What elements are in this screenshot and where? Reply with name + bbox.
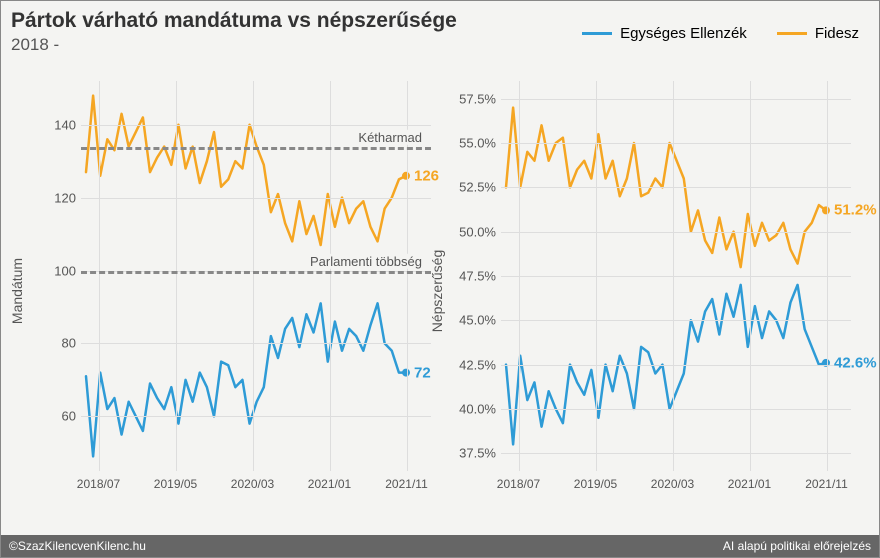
ytick-label: 140 xyxy=(54,117,76,132)
legend-label-ellenzek: Egységes Ellenzék xyxy=(620,25,747,42)
ytick-label: 52.5% xyxy=(459,180,496,195)
xtick-label: 2021/11 xyxy=(385,477,428,491)
legend: Egységes Ellenzék Fidesz xyxy=(582,25,859,42)
chart-body-left: 60801001201402018/072019/052020/032021/0… xyxy=(81,81,431,471)
grid-line-v xyxy=(99,81,100,471)
grid-line-h xyxy=(501,187,851,188)
grid-line-v xyxy=(673,81,674,471)
chart-container: Pártok várható mandátuma vs népszerűsége… xyxy=(0,0,880,558)
xtick-label: 2018/07 xyxy=(77,477,120,491)
grid-line-v xyxy=(519,81,520,471)
line-fidesz xyxy=(86,96,406,245)
legend-item-fidesz: Fidesz xyxy=(777,25,859,42)
reference-label: Kétharmad xyxy=(355,129,425,144)
grid-line-h xyxy=(81,198,431,199)
ellenzek-end-label: 72 xyxy=(414,364,431,381)
reference-line xyxy=(81,271,431,274)
grid-line-v xyxy=(827,81,828,471)
reference-label: Parlamenti többség xyxy=(307,253,425,268)
header: Pártok várható mandátuma vs népszerűsége… xyxy=(11,9,457,55)
ellenzek-end-label: 42.6% xyxy=(834,354,877,371)
panel-mandatum: Mandátum 60801001201402018/072019/052020… xyxy=(51,71,441,511)
footer-left: ©SzazKilencvenKilenc.hu xyxy=(9,539,146,553)
xtick-label: 2019/05 xyxy=(154,477,197,491)
xtick-label: 2021/01 xyxy=(308,477,351,491)
ytick-label: 45.0% xyxy=(459,313,496,328)
grid-line-h xyxy=(501,143,851,144)
xtick-label: 2018/07 xyxy=(497,477,540,491)
legend-swatch-fidesz xyxy=(777,32,807,35)
ytick-label: 57.5% xyxy=(459,91,496,106)
ytick-label: 37.5% xyxy=(459,446,496,461)
ytick-label: 50.0% xyxy=(459,224,496,239)
legend-item-ellenzek: Egységes Ellenzék xyxy=(582,25,747,42)
grid-line-h xyxy=(501,409,851,410)
line-ellenzek xyxy=(86,303,406,456)
ytick-label: 60 xyxy=(62,409,76,424)
fidesz-end-label: 51.2% xyxy=(834,202,877,219)
grid-line-h xyxy=(81,416,431,417)
footer: ©SzazKilencvenKilenc.hu AI alapú politik… xyxy=(1,535,879,557)
grid-line-h xyxy=(501,365,851,366)
grid-line-v xyxy=(253,81,254,471)
chart-body-right: 37.5%40.0%42.5%45.0%47.5%50.0%52.5%55.0%… xyxy=(501,81,851,471)
ylabel-mandatum: Mandátum xyxy=(9,258,25,324)
grid-line-v xyxy=(750,81,751,471)
fidesz-end-label: 126 xyxy=(414,167,439,184)
ytick-label: 47.5% xyxy=(459,269,496,284)
xtick-label: 2020/03 xyxy=(231,477,274,491)
grid-line-h xyxy=(81,343,431,344)
panel-nepszeruseg: Népszerűség 37.5%40.0%42.5%45.0%47.5%50.… xyxy=(471,71,861,511)
legend-label-fidesz: Fidesz xyxy=(815,25,859,42)
ytick-label: 55.0% xyxy=(459,136,496,151)
grid-line-h xyxy=(501,232,851,233)
legend-swatch-ellenzek xyxy=(582,32,612,35)
xtick-label: 2021/01 xyxy=(728,477,771,491)
chart-subtitle: 2018 - xyxy=(11,35,457,55)
grid-line-h xyxy=(501,99,851,100)
grid-line-h xyxy=(501,453,851,454)
grid-line-h xyxy=(501,320,851,321)
ytick-label: 42.5% xyxy=(459,357,496,372)
grid-line-h xyxy=(81,125,431,126)
ytick-label: 40.0% xyxy=(459,401,496,416)
xtick-label: 2021/11 xyxy=(805,477,848,491)
xtick-label: 2020/03 xyxy=(651,477,694,491)
ylabel-nepszeruseg: Népszerűség xyxy=(429,250,445,333)
xtick-label: 2019/05 xyxy=(574,477,617,491)
grid-line-h xyxy=(501,276,851,277)
grid-line-v xyxy=(176,81,177,471)
grid-line-v xyxy=(330,81,331,471)
reference-line xyxy=(81,147,431,150)
ytick-label: 80 xyxy=(62,336,76,351)
footer-right: AI alapú politikai előrejelzés xyxy=(723,539,871,553)
ytick-label: 100 xyxy=(54,263,76,278)
chart-title: Pártok várható mandátuma vs népszerűsége xyxy=(11,9,457,33)
grid-line-v xyxy=(596,81,597,471)
ytick-label: 120 xyxy=(54,190,76,205)
plot-area: Mandátum 60801001201402018/072019/052020… xyxy=(1,71,880,521)
